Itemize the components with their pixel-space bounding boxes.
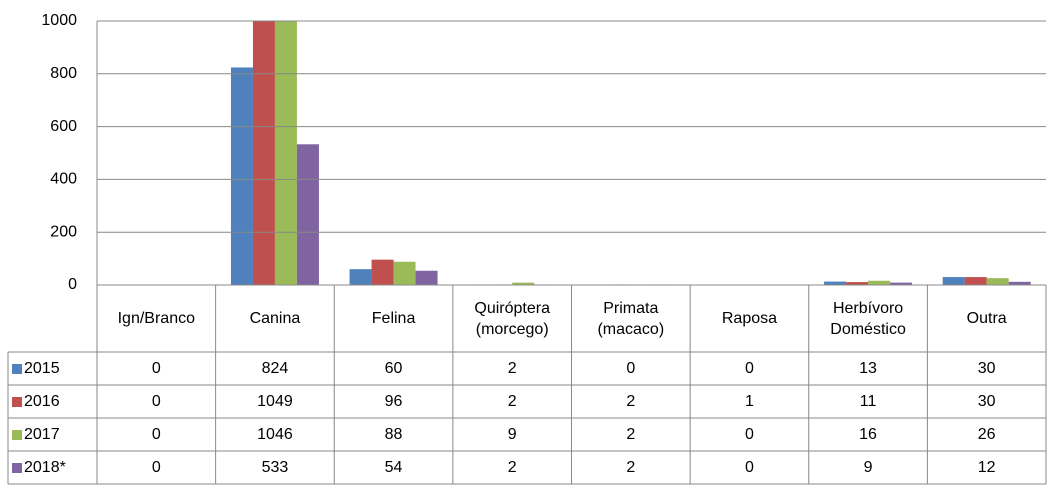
bar — [296, 144, 319, 285]
table-value: 9 — [863, 459, 873, 476]
bar — [230, 67, 253, 285]
table-value: 533 — [261, 459, 289, 476]
y-tick-label: 400 — [50, 171, 77, 188]
legend-swatch — [12, 462, 22, 473]
bar — [371, 259, 394, 285]
table-value: 0 — [744, 459, 754, 476]
table-value: 96 — [384, 393, 403, 410]
table-value: 60 — [384, 360, 403, 377]
x-tick-label: Primata (macaco) — [597, 299, 665, 338]
bar — [868, 280, 891, 285]
table-value: 2 — [626, 426, 636, 443]
legend-entry: 2015 — [8, 352, 97, 385]
table-value: 824 — [261, 360, 289, 377]
x-tick-label: Raposa — [721, 310, 778, 327]
y-tick-label: 600 — [50, 118, 77, 135]
table-value: 0 — [744, 426, 754, 443]
table-value: 2 — [507, 459, 517, 476]
bar — [1008, 281, 1031, 285]
table-value: 1049 — [257, 393, 293, 410]
legend-swatch — [12, 363, 22, 374]
table-value: 30 — [977, 360, 996, 377]
table-value: 26 — [977, 426, 996, 443]
table-value: 0 — [151, 459, 161, 476]
legend-swatch — [12, 396, 22, 407]
x-tick-label: Outra — [966, 310, 1007, 327]
legend-entry: 2017 — [8, 418, 97, 451]
table-value: 88 — [384, 426, 403, 443]
table-value: 2 — [626, 393, 636, 410]
legend-label: 2017 — [24, 426, 60, 443]
x-tick-label: Felina — [371, 310, 416, 327]
table-value: 0 — [626, 360, 636, 377]
table-value: 12 — [977, 459, 996, 476]
table-value: 30 — [977, 393, 996, 410]
bar — [252, 21, 275, 285]
table-value: 0 — [744, 360, 754, 377]
bar — [986, 278, 1009, 285]
table-value: 1046 — [257, 426, 293, 443]
bar — [964, 277, 987, 285]
table-value: 2 — [507, 393, 517, 410]
table-value: 11 — [859, 393, 877, 410]
legend-label: 2015 — [24, 360, 60, 377]
table-value: 2 — [507, 360, 517, 377]
x-tick-label: Ign/Branco — [117, 310, 195, 327]
table-value: 2 — [626, 459, 636, 476]
table-value: 54 — [384, 459, 403, 476]
bar — [274, 21, 297, 285]
bar — [824, 281, 847, 285]
y-tick-label: 800 — [50, 65, 77, 82]
bar — [415, 270, 438, 285]
bar — [846, 282, 869, 285]
table-value: 0 — [151, 360, 161, 377]
legend-entry: 2018* — [8, 451, 97, 484]
legend-entry: 2016 — [8, 385, 97, 418]
table-value: 1 — [744, 393, 754, 410]
bar — [393, 261, 416, 285]
y-tick-label: 1000 — [41, 12, 77, 29]
bar — [349, 269, 372, 285]
y-tick-label: 200 — [50, 223, 77, 240]
bar — [942, 277, 965, 285]
y-tick-label: 0 — [68, 276, 77, 293]
legend-label: 2016 — [24, 393, 60, 410]
table-value: 13 — [859, 360, 877, 377]
table-value: 0 — [151, 426, 161, 443]
x-tick-label: Quiróptera (morcego) — [474, 299, 550, 338]
x-tick-label: Canina — [249, 310, 301, 327]
legend-label: 2018* — [24, 459, 66, 476]
bar — [890, 282, 913, 285]
x-tick-label: Herbívoro Doméstico — [830, 299, 906, 338]
legend-swatch — [12, 429, 22, 440]
table-value: 9 — [507, 426, 517, 443]
table-value: 0 — [151, 393, 161, 410]
bar — [512, 282, 535, 285]
table-value: 16 — [859, 426, 877, 443]
